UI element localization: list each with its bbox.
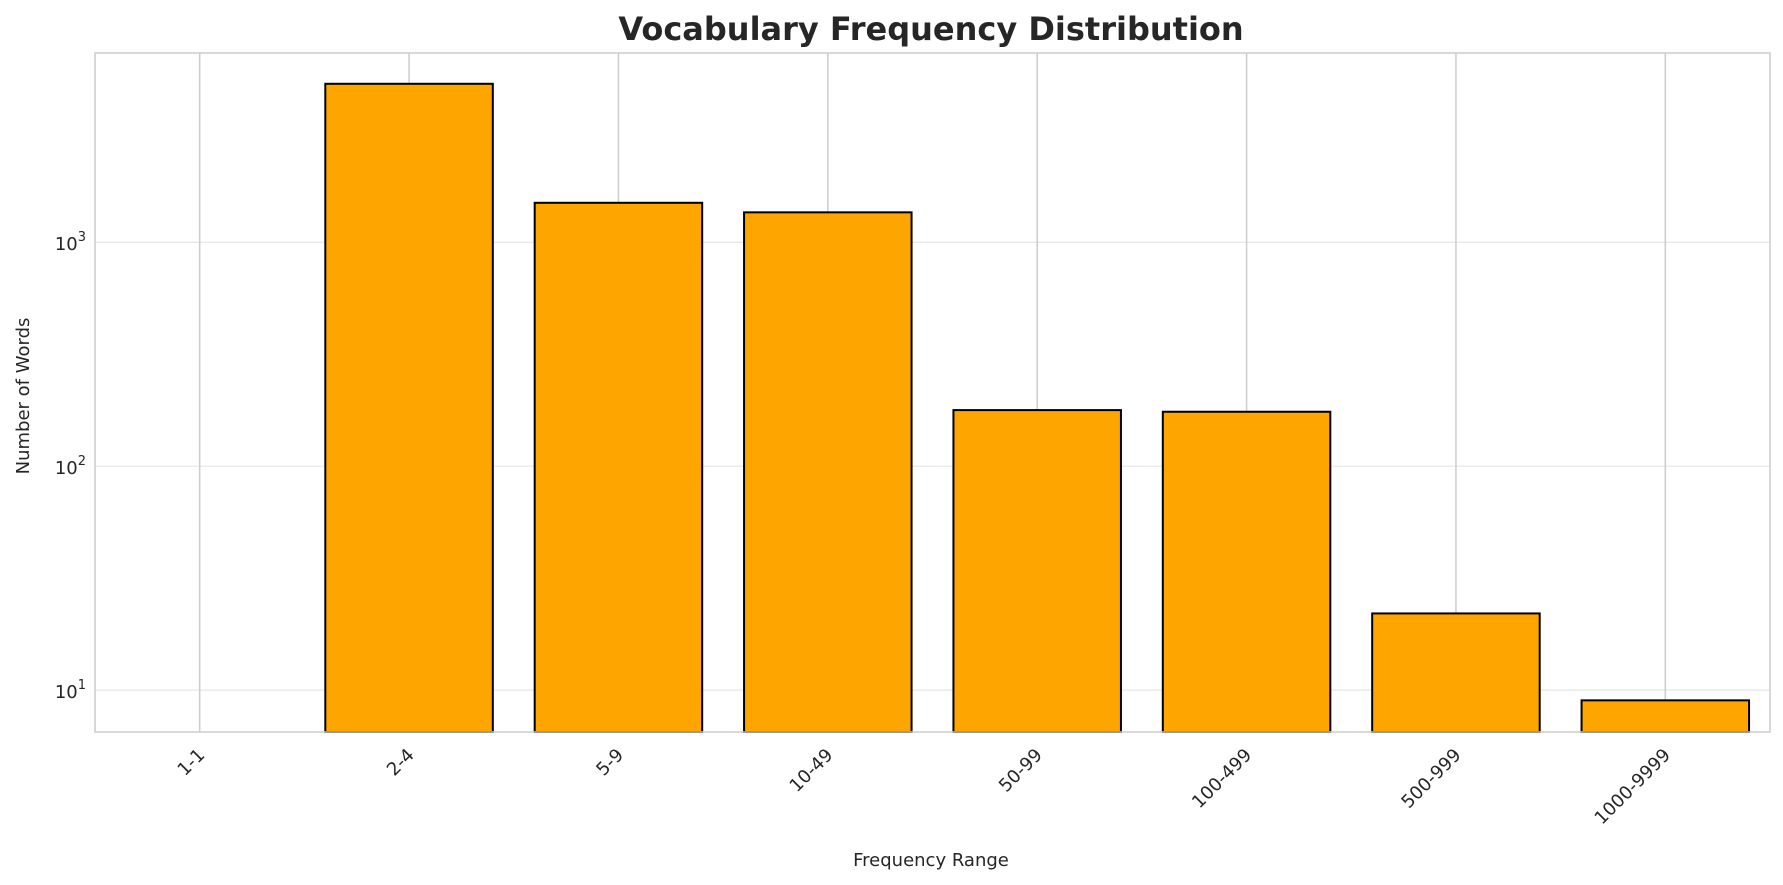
- bar-2-4: [324, 82, 494, 733]
- y-tick-label: 101: [55, 678, 86, 703]
- bar-1000-9999: [1580, 699, 1751, 734]
- bar-50-99: [952, 409, 1122, 733]
- plot-frame: [94, 52, 1771, 733]
- bar-5-9: [533, 201, 704, 733]
- x-axis-label: Frequency Range: [853, 850, 1009, 871]
- y-tick-label: 103: [55, 230, 86, 255]
- bars-layer: [324, 82, 1751, 734]
- y-tick-label: 102: [55, 454, 86, 479]
- bar-100-499: [1161, 410, 1332, 733]
- chart-title: Vocabulary Frequency Distribution: [618, 10, 1243, 48]
- y-axis-label: Number of Words: [13, 318, 34, 475]
- bar-500-999: [1371, 612, 1541, 733]
- bar-10-49: [743, 211, 913, 734]
- y-tick-labels: 101 102 103: [55, 230, 86, 703]
